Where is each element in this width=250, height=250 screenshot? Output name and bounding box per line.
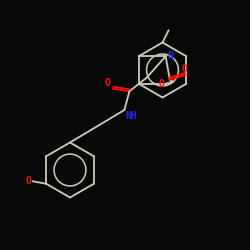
Text: N: N [167,51,173,61]
Text: NH: NH [126,111,138,121]
Text: O: O [105,78,111,88]
Text: O: O [158,79,164,89]
Text: O: O [181,64,187,74]
Text: O: O [25,176,31,186]
